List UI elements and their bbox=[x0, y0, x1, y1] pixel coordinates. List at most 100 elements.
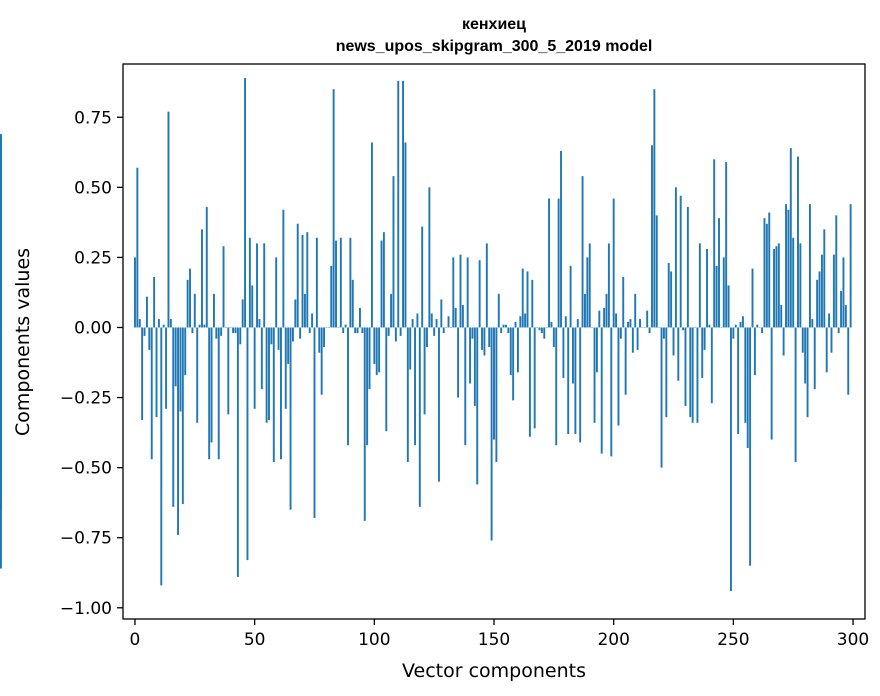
bar-51 bbox=[256, 243, 258, 328]
bar-100 bbox=[373, 327, 376, 364]
bar-103 bbox=[380, 240, 383, 328]
bar-13 bbox=[165, 327, 168, 409]
bar-140 bbox=[469, 327, 472, 384]
bar-57 bbox=[270, 327, 273, 345]
bar-285 bbox=[816, 279, 819, 328]
bar-15 bbox=[169, 319, 172, 328]
bar-34 bbox=[215, 327, 218, 339]
bar-30 bbox=[205, 206, 208, 328]
bar-87 bbox=[342, 327, 345, 334]
bar-160 bbox=[516, 327, 519, 373]
bar-112 bbox=[402, 80, 404, 328]
bar-84 bbox=[335, 240, 337, 328]
bar-22 bbox=[186, 279, 189, 328]
bar-36 bbox=[220, 327, 223, 336]
bar-1 bbox=[136, 167, 139, 328]
bar-193 bbox=[595, 327, 598, 373]
x-tick-label: 300 bbox=[837, 630, 869, 650]
bar-235 bbox=[696, 327, 699, 423]
chart-title: кенхиец bbox=[462, 16, 526, 33]
bar-263 bbox=[763, 218, 766, 328]
bar-170 bbox=[540, 327, 543, 334]
bar-86 bbox=[339, 237, 342, 328]
bar-222 bbox=[665, 327, 668, 418]
bar-47 bbox=[246, 327, 249, 561]
bar-152 bbox=[497, 293, 500, 328]
bar-227 bbox=[677, 327, 680, 381]
bar-54 bbox=[263, 243, 266, 328]
bar-274 bbox=[789, 148, 792, 328]
bar-102 bbox=[378, 327, 381, 373]
bar-237 bbox=[701, 327, 704, 378]
bar-273 bbox=[787, 209, 790, 328]
bar-190 bbox=[588, 243, 591, 328]
bar-293 bbox=[835, 215, 838, 328]
bar-117 bbox=[414, 327, 416, 446]
bar-8 bbox=[153, 277, 156, 328]
bar-157 bbox=[509, 327, 512, 376]
bar-225 bbox=[672, 327, 675, 356]
y-axis: −1.00 −0.75 −0.50 −0.25 0.00 0.25 0.50 0.75 bbox=[60, 108, 123, 619]
bar-125 bbox=[433, 327, 436, 336]
bar-78 bbox=[320, 327, 323, 395]
bar-18 bbox=[177, 327, 179, 535]
bar-252 bbox=[737, 327, 740, 434]
bar-20 bbox=[181, 327, 184, 505]
bar-256 bbox=[746, 327, 749, 449]
bar-26 bbox=[196, 327, 199, 423]
bar-83 bbox=[332, 89, 335, 328]
bar-181 bbox=[567, 327, 570, 434]
bar-124 bbox=[430, 313, 433, 328]
bar-99 bbox=[370, 142, 373, 328]
y-tick-label: −0.75 bbox=[60, 529, 112, 549]
bar-0 bbox=[134, 257, 136, 328]
bar-195 bbox=[600, 327, 603, 454]
bar-229 bbox=[682, 327, 685, 331]
bar-214 bbox=[646, 310, 649, 328]
bar-257 bbox=[749, 327, 752, 566]
x-axis: 0 50 100 150 200 250 300 bbox=[130, 619, 869, 650]
plot-frame bbox=[122, 63, 866, 620]
bar-294 bbox=[837, 327, 840, 334]
bar-161 bbox=[519, 316, 522, 328]
bar-undefined bbox=[0, 327, 2, 443]
bar-12 bbox=[162, 324, 165, 328]
bar-253 bbox=[739, 321, 742, 328]
bar-268 bbox=[775, 246, 778, 328]
bar-147 bbox=[485, 243, 488, 328]
bar-9 bbox=[155, 327, 158, 418]
bar-283 bbox=[811, 319, 814, 328]
bar-17 bbox=[174, 327, 177, 387]
bar-210 bbox=[636, 327, 639, 350]
y-axis-label: Components values bbox=[12, 248, 34, 436]
bar-271 bbox=[782, 327, 785, 356]
bar-165 bbox=[528, 327, 531, 437]
bar-129 bbox=[442, 327, 445, 334]
bar-48 bbox=[248, 237, 251, 328]
bar-179 bbox=[562, 327, 565, 378]
bar-6 bbox=[148, 327, 151, 350]
y-tick-label: −0.25 bbox=[60, 389, 112, 409]
bar-92 bbox=[354, 327, 357, 334]
bar-284 bbox=[813, 327, 816, 390]
bar-182 bbox=[569, 265, 572, 328]
bar-undefined bbox=[0, 136, 2, 328]
bar-141 bbox=[471, 327, 474, 339]
bar-71 bbox=[303, 293, 306, 328]
y-tick-label: 0.25 bbox=[74, 248, 112, 268]
bar-194 bbox=[598, 310, 601, 328]
bar-73 bbox=[308, 327, 311, 334]
bar-174 bbox=[550, 321, 553, 328]
y-tick-label: −0.50 bbox=[60, 459, 112, 479]
bar-44 bbox=[239, 327, 242, 345]
bar-143 bbox=[476, 327, 479, 485]
bar-196 bbox=[603, 307, 606, 328]
bar-21 bbox=[184, 327, 187, 376]
bar-177 bbox=[557, 198, 560, 328]
bar-58 bbox=[272, 327, 275, 463]
bar-244 bbox=[718, 218, 720, 328]
bar-266 bbox=[770, 327, 773, 440]
bar-243 bbox=[715, 265, 718, 328]
bar-131 bbox=[447, 316, 450, 328]
